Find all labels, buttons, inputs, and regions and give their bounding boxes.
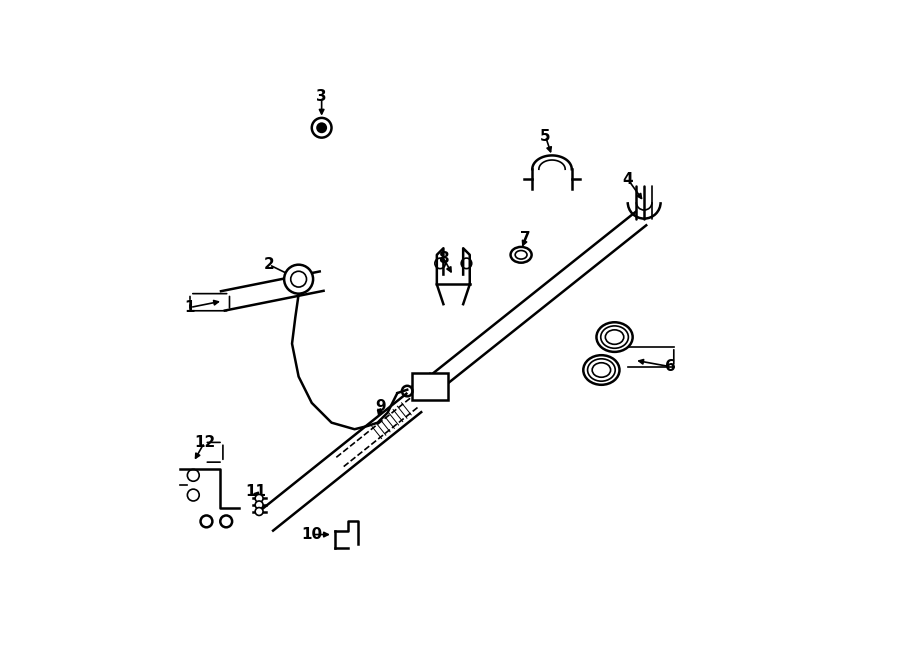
Circle shape — [284, 264, 313, 293]
Circle shape — [256, 494, 263, 502]
Ellipse shape — [583, 355, 619, 385]
Bar — [412, 373, 448, 400]
Text: 8: 8 — [438, 251, 449, 266]
Text: 9: 9 — [375, 399, 386, 414]
Text: 2: 2 — [264, 257, 274, 272]
Circle shape — [311, 118, 331, 137]
Text: 12: 12 — [194, 435, 215, 450]
Text: 3: 3 — [316, 89, 327, 104]
Text: 1: 1 — [184, 300, 195, 315]
Circle shape — [256, 508, 263, 516]
Circle shape — [317, 123, 327, 132]
Text: 11: 11 — [246, 485, 266, 499]
Circle shape — [220, 516, 232, 527]
Text: 5: 5 — [540, 129, 551, 144]
Circle shape — [256, 501, 263, 509]
Circle shape — [201, 516, 212, 527]
Text: 10: 10 — [302, 527, 322, 542]
Ellipse shape — [510, 247, 532, 262]
Ellipse shape — [597, 323, 633, 352]
Text: 6: 6 — [665, 359, 676, 374]
Text: 7: 7 — [520, 231, 531, 246]
Text: 4: 4 — [623, 172, 633, 186]
